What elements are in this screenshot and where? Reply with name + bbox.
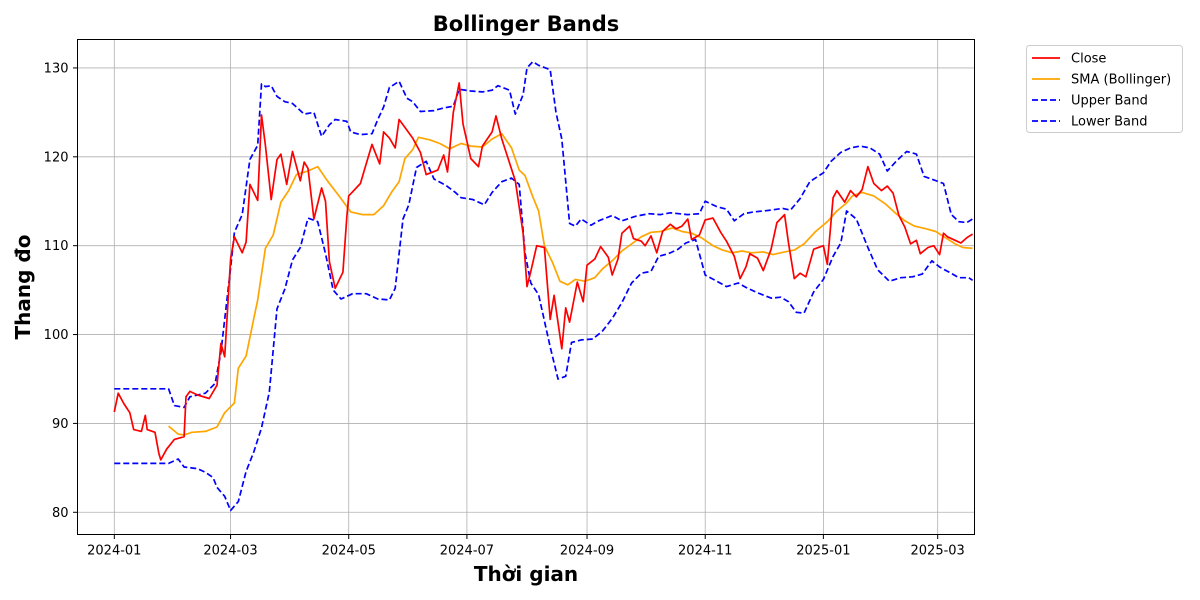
x-tick-label: 2024-07 <box>440 544 494 559</box>
y-tick-label: 120 <box>44 150 69 165</box>
y-tick-label: 80 <box>52 506 69 521</box>
grid-lines <box>77 39 975 535</box>
series-line-upper-band <box>114 60 974 409</box>
x-axis-label: Thời gian <box>474 562 578 586</box>
x-tick-label: 2024-11 <box>678 544 732 559</box>
x-tick-label: 2025-03 <box>911 544 965 559</box>
legend-entry: SMA (Bollinger) <box>1071 73 1171 88</box>
legend-box <box>1026 45 1183 133</box>
x-tick-label: 2024-01 <box>87 544 141 559</box>
x-tick-label: 2025-01 <box>796 544 850 559</box>
legend: Close SMA (Bollinger) Upper Band Lower Band <box>1026 45 1183 133</box>
x-axis-ticks: 2024-01 2024-03 2024-05 2024-07 2024-09 2024-… <box>87 534 965 559</box>
legend-entry: Lower Band <box>1071 115 1147 130</box>
chart-title: Bollinger Bands <box>433 12 620 36</box>
series-line-close <box>113 82 974 461</box>
y-tick-label: 110 <box>44 239 69 254</box>
legend-entry: Close <box>1071 52 1106 67</box>
series-layer <box>113 60 974 512</box>
y-axis-ticks: 80 90 100 110 120 130 <box>44 61 78 521</box>
y-axis-label: Thang đo <box>11 235 35 340</box>
series-line-lower-band <box>114 160 974 512</box>
y-tick-label: 100 <box>44 328 69 343</box>
x-tick-label: 2024-05 <box>322 544 376 559</box>
plot-frame <box>77 39 975 535</box>
x-tick-label: 2024-03 <box>203 544 257 559</box>
y-tick-label: 90 <box>52 417 69 432</box>
legend-entry: Upper Band <box>1071 94 1148 109</box>
y-tick-label: 130 <box>44 61 69 76</box>
x-tick-label: 2024-09 <box>560 544 614 559</box>
